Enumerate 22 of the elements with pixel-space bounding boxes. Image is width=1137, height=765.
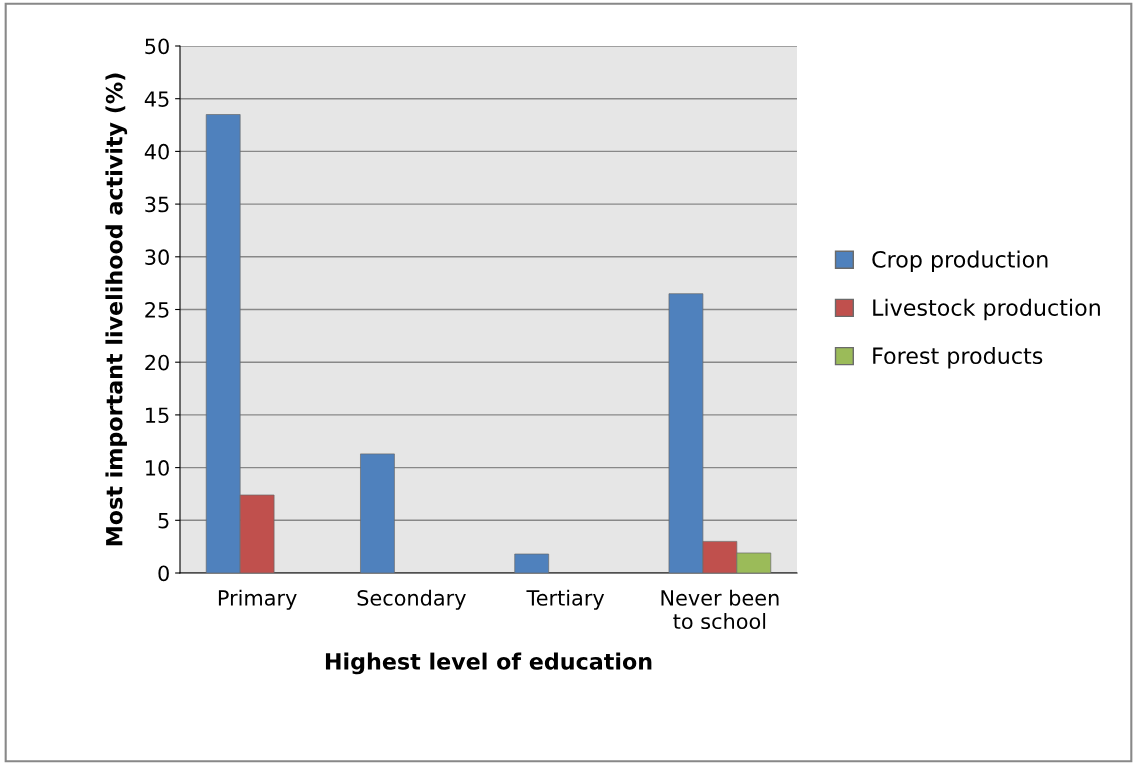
bar (514, 553, 550, 573)
y-tick-label: 0 (158, 565, 169, 582)
y-tick-label: 30 (145, 249, 169, 266)
y-tick-label: 25 (145, 301, 169, 318)
y-tick-label: 15 (146, 407, 169, 424)
legend-label: Crop production (872, 250, 1048, 273)
y-axis-title: Most important livelihood activity (%) (105, 73, 128, 546)
legend-label: Livestock production (873, 298, 1100, 321)
y-tick-label: 10 (146, 460, 169, 476)
x-tick-label: Primary (218, 589, 297, 610)
y-tick-label: 45 (144, 91, 169, 107)
x-tick-label: Tertiary (526, 589, 605, 610)
bar (360, 453, 395, 573)
x-tick-label: Never been to school (661, 589, 779, 630)
y-tick-label: 40 (144, 143, 169, 160)
x-tick-label: Secondary (357, 589, 466, 610)
x-axis-title: Highest level of education (325, 652, 652, 675)
y-tick-label: 5 (158, 513, 169, 529)
y-tick-label: 20 (145, 354, 169, 371)
legend-label: Forest products (873, 346, 1043, 369)
y-tick-label: 35 (145, 196, 169, 213)
y-tick-label: 50 (145, 38, 169, 55)
